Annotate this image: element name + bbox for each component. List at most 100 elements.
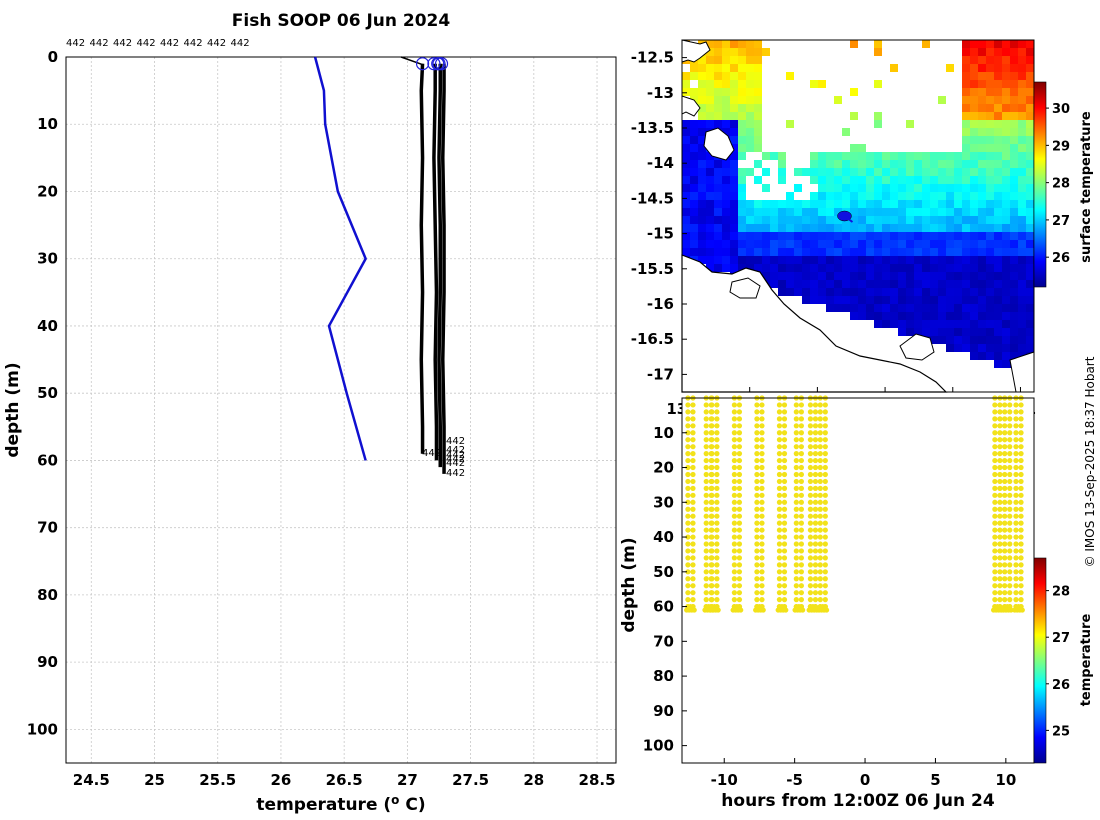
data-point (1007, 499, 1013, 505)
data-point (685, 520, 691, 526)
data-point (754, 423, 760, 429)
sst-cell (986, 272, 994, 280)
data-point (781, 541, 788, 547)
sst-cell (954, 264, 962, 272)
sst-cell (978, 48, 986, 56)
data-point (731, 437, 737, 443)
data-point (807, 513, 814, 519)
sst-cell (938, 256, 946, 264)
data-point (1007, 471, 1013, 478)
data-point (812, 562, 819, 568)
sst-cell (722, 48, 730, 56)
data-point (776, 513, 783, 519)
data-point (997, 457, 1003, 464)
sst-cell (1002, 296, 1010, 304)
sst-cell (1010, 144, 1018, 152)
data-point (731, 416, 737, 422)
sst-cell (906, 304, 914, 312)
sst-cell (770, 280, 778, 288)
data-point (1018, 444, 1024, 450)
sst-cell (1018, 160, 1026, 168)
data-point (754, 485, 760, 491)
sst-cell (1018, 96, 1026, 104)
data-point (736, 583, 743, 589)
sst-cell (738, 216, 746, 224)
sst-cell (730, 208, 738, 216)
sst-cell (842, 128, 850, 136)
data-point (685, 430, 691, 436)
data-point (731, 423, 737, 429)
sst-cell (690, 64, 698, 72)
sst-cell (874, 232, 882, 240)
data-point (714, 492, 720, 498)
sst-cell (834, 240, 842, 248)
sst-cell (914, 296, 922, 304)
data-point (731, 576, 737, 582)
data-point (812, 555, 819, 561)
sst-cell (930, 248, 938, 256)
y-tick-label: 60 (37, 451, 58, 469)
sst-cell (842, 176, 850, 184)
sst-cell (842, 288, 850, 296)
sst-cell (802, 296, 810, 304)
sst-cell (914, 328, 922, 336)
sst-cell (850, 248, 858, 256)
sst-cell (1018, 344, 1026, 352)
data-point (781, 527, 788, 533)
sst-cell (738, 128, 746, 136)
sst-cell (914, 256, 922, 264)
data-point (714, 451, 720, 457)
sst-cell (1026, 224, 1034, 232)
sst-cell (746, 56, 754, 64)
sst-cell (1002, 40, 1010, 48)
data-point (754, 402, 760, 408)
data-point (759, 457, 765, 464)
data-point (822, 402, 828, 408)
sst-cell (922, 224, 930, 232)
sst-cell (850, 312, 858, 320)
data-point (798, 562, 804, 568)
data-point (992, 562, 998, 568)
data-point (709, 437, 715, 443)
sst-cell (994, 136, 1002, 144)
sst-cell (882, 168, 890, 176)
sst-cell (714, 56, 722, 64)
sst-cell (746, 208, 754, 216)
sst-cell (786, 272, 794, 280)
sst-cell (930, 328, 938, 336)
sst-cell (1002, 64, 1010, 72)
sst-cell (714, 256, 722, 264)
sst-cell (898, 328, 906, 336)
sst-cell (698, 216, 706, 224)
data-point (714, 583, 720, 589)
sst-cell (866, 272, 874, 280)
sst-cell (770, 272, 778, 280)
sst-cell (794, 272, 802, 280)
sst-cell (906, 216, 914, 224)
sst-cell (962, 296, 970, 304)
sst-cell (802, 208, 810, 216)
sst-cell (1002, 352, 1010, 360)
data-point (781, 402, 788, 408)
sst-cell (858, 256, 866, 264)
sst-cell (1018, 200, 1026, 208)
sst-cell (962, 144, 970, 152)
sst-cell (986, 352, 994, 360)
data-point (817, 416, 823, 422)
sst-cell (858, 168, 866, 176)
data-point (800, 607, 806, 613)
data-point (1013, 569, 1019, 575)
data-point (1018, 451, 1024, 457)
data-point (992, 534, 998, 540)
data-point (798, 590, 804, 596)
sst-cell (1018, 272, 1026, 280)
sst-cell (826, 248, 834, 256)
sst-cell (978, 320, 986, 328)
y-tick-label: 70 (37, 519, 58, 537)
sst-cell (722, 264, 730, 272)
map-y-tick-label: -17 (647, 365, 674, 383)
sst-cell (898, 192, 906, 200)
data-point (736, 416, 743, 422)
data-point (754, 527, 760, 533)
sst-cell (1026, 128, 1034, 136)
